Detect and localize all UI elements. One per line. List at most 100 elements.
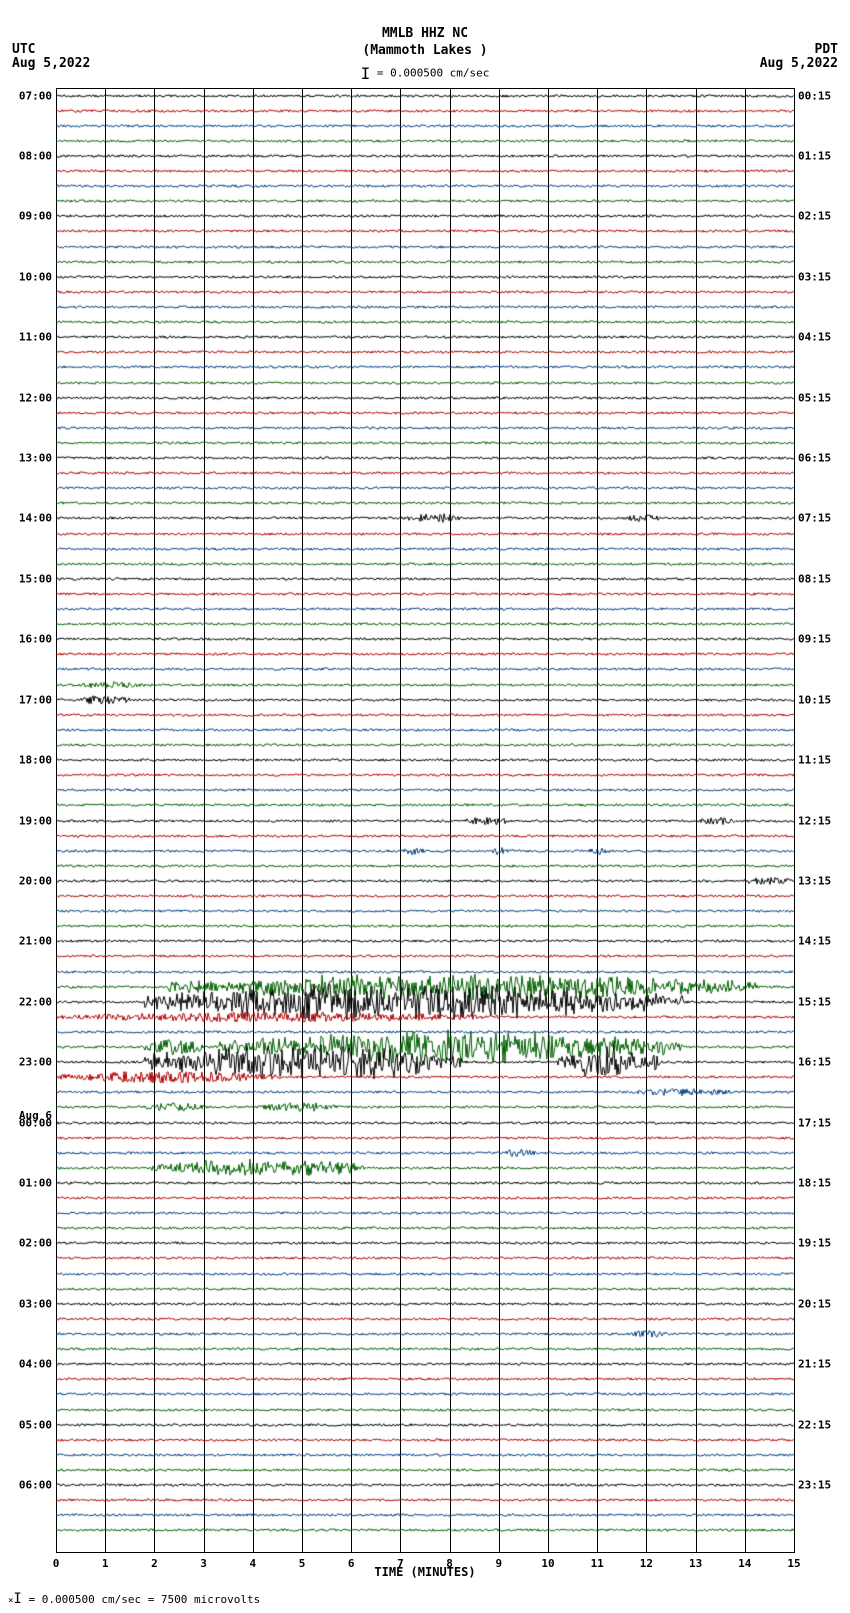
seismic-trace [56, 242, 794, 282]
seismic-trace [56, 1510, 794, 1550]
x-tick-label: 1 [102, 1557, 109, 1570]
x-tick-label: 5 [299, 1557, 306, 1570]
seismic-trace [56, 1299, 794, 1339]
seismic-trace [56, 1450, 794, 1490]
grid-vertical [696, 88, 697, 1553]
seismic-trace [56, 498, 794, 538]
grid-vertical [794, 88, 795, 1553]
y-tick-right: 16:15 [798, 1056, 846, 1069]
y-tick-left: 01:00 [4, 1176, 52, 1189]
seismic-trace [56, 801, 794, 841]
seismic-trace [56, 665, 794, 705]
seismogram-container: MMLB HHZ NC (Mammoth Lakes ) I = 0.00050… [0, 0, 850, 1613]
seismic-trace [56, 1178, 794, 1218]
y-tick-right: 17:15 [798, 1116, 846, 1129]
y-tick-left: 02:00 [4, 1237, 52, 1250]
y-tick-left: 06:00 [4, 1479, 52, 1492]
seismic-trace [56, 936, 794, 976]
footer-text: = 0.000500 cm/sec = 7500 microvolts [28, 1593, 260, 1606]
y-tick-right: 01:15 [798, 149, 846, 162]
grid-vertical [499, 88, 500, 1553]
seismic-trace [56, 1465, 794, 1505]
y-tick-left: 12:00 [4, 391, 52, 404]
seismic-trace [56, 619, 794, 659]
seismic-trace [56, 1163, 794, 1203]
grid-vertical [548, 88, 549, 1553]
seismic-trace [56, 891, 794, 931]
seismic-trace [56, 589, 794, 629]
y-tick-right: 20:15 [798, 1297, 846, 1310]
seismic-trace [56, 952, 794, 992]
y-tick-right: 05:15 [798, 391, 846, 404]
seismic-trace [56, 1072, 794, 1112]
y-tick-right: 19:15 [798, 1237, 846, 1250]
seismic-trace [56, 453, 794, 493]
seismic-trace [56, 1420, 794, 1460]
y-tick-right: 03:15 [798, 270, 846, 283]
seismic-trace [56, 1012, 794, 1052]
y-tick-left: 14:00 [4, 512, 52, 525]
seismic-trace [56, 634, 794, 674]
y-tick-right: 09:15 [798, 633, 846, 646]
y-tick-right: 10:15 [798, 693, 846, 706]
seismic-trace [56, 1374, 794, 1414]
station-name: (Mammoth Lakes ) [0, 43, 850, 58]
seismic-trace [56, 1480, 794, 1520]
scale-reference-text: = 0.000500 cm/sec [377, 67, 490, 80]
y-tick-left: 03:00 [4, 1297, 52, 1310]
y-tick-left: 17:00 [4, 693, 52, 706]
seismic-trace [56, 363, 794, 403]
y-tick-left: 23:00 [4, 1056, 52, 1069]
x-axis-title: TIME (MINUTES) [374, 1565, 475, 1579]
seismic-trace [56, 1238, 794, 1278]
seismic-trace [56, 1042, 794, 1082]
seismic-trace [56, 1359, 794, 1399]
seismic-trace [56, 997, 794, 1037]
seismic-trace [56, 785, 794, 825]
seismic-trace [56, 529, 794, 569]
y-tick-right: 18:15 [798, 1176, 846, 1189]
y-tick-left: 10:00 [4, 270, 52, 283]
seismic-trace [56, 91, 794, 131]
x-tick-label: 14 [738, 1557, 751, 1570]
y-tick-right: 00:15 [798, 89, 846, 102]
seismic-trace [56, 770, 794, 810]
seismic-trace [56, 1405, 794, 1445]
seismic-trace [56, 408, 794, 448]
x-tick-label: 7 [397, 1557, 404, 1570]
seismic-trace [56, 438, 794, 478]
y-tick-left: 09:00 [4, 210, 52, 223]
scale-reference: I = 0.000500 cm/sec [361, 64, 490, 83]
y-tick-left: 05:00 [4, 1418, 52, 1431]
seismic-trace [56, 1435, 794, 1475]
seismic-trace [56, 302, 794, 342]
y-tick-left: 11:00 [4, 331, 52, 344]
y-tick-right: 15:15 [798, 995, 846, 1008]
plot-area [56, 88, 794, 1553]
x-tick-label: 6 [348, 1557, 355, 1570]
seismic-trace [56, 483, 794, 523]
y-tick-left: 15:00 [4, 572, 52, 585]
grid-vertical [204, 88, 205, 1553]
x-tick-label: 0 [53, 1557, 60, 1570]
seismic-trace [56, 136, 794, 176]
x-tick-label: 3 [200, 1557, 207, 1570]
seismic-trace [56, 1495, 794, 1535]
seismic-trace [56, 378, 794, 418]
grid-vertical [597, 88, 598, 1553]
seismic-trace [56, 831, 794, 871]
y-tick-right: 06:15 [798, 452, 846, 465]
grid-vertical [56, 88, 57, 1553]
seismic-trace [56, 287, 794, 327]
y-tick-right: 23:15 [798, 1479, 846, 1492]
footer-scale: ×I = 0.000500 cm/sec = 7500 microvolts [8, 1591, 260, 1607]
x-tick-label: 8 [446, 1557, 453, 1570]
y-tick-left: 13:00 [4, 452, 52, 465]
x-tick-label: 2 [151, 1557, 158, 1570]
seismic-trace [56, 695, 794, 735]
x-tick-label: 11 [591, 1557, 604, 1570]
seismic-trace [56, 680, 794, 720]
seismic-trace [56, 1329, 794, 1369]
seismic-trace [56, 1027, 794, 1067]
seismic-trace [56, 1223, 794, 1263]
